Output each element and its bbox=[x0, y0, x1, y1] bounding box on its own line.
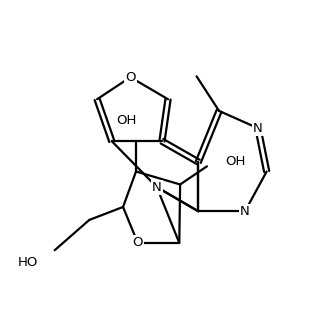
Text: O: O bbox=[125, 71, 136, 84]
Text: HO: HO bbox=[18, 256, 38, 269]
Text: N: N bbox=[152, 181, 162, 194]
Text: O: O bbox=[133, 236, 143, 249]
Text: OH: OH bbox=[116, 115, 136, 127]
Text: N: N bbox=[240, 205, 250, 218]
Text: OH: OH bbox=[226, 155, 246, 169]
Text: N: N bbox=[253, 122, 263, 135]
